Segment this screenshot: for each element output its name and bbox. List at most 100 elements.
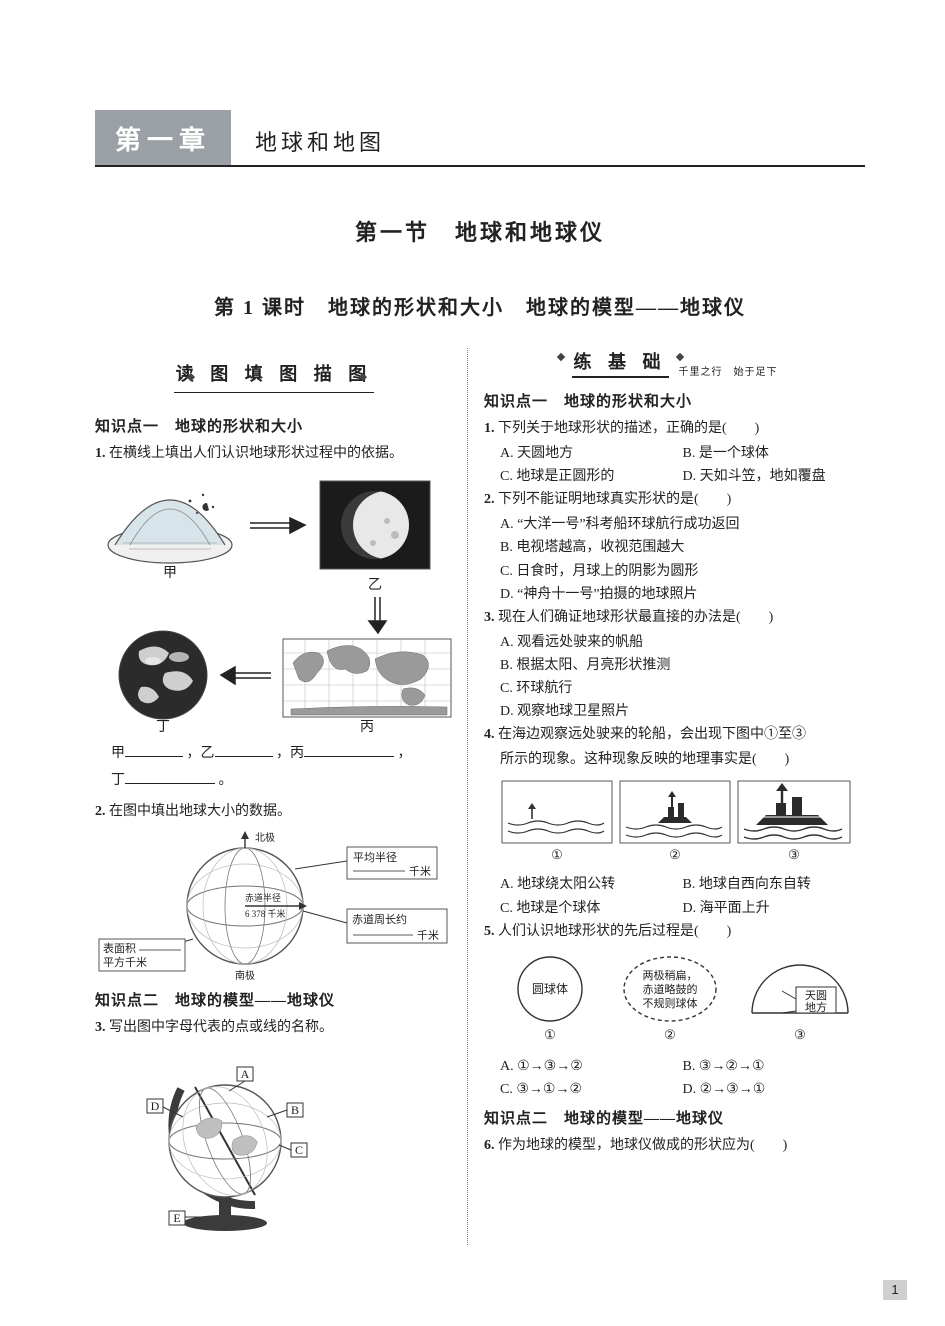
right-q5: 5. 人们认识地球形状的先后过程是( )	[484, 920, 865, 943]
svg-text:①: ①	[551, 847, 563, 862]
q-number: 3.	[95, 1020, 106, 1035]
opt-b[interactable]: B. 是一个球体	[683, 442, 866, 465]
left-subhead: 读 图 填 图 描 图	[95, 360, 453, 393]
left-q1: 1. 在横线上填出人们认识地球形状过程中的依据。	[95, 442, 453, 465]
prefix-jia: 甲	[111, 746, 125, 761]
svg-text:两极稍扁，: 两极稍扁，	[643, 968, 698, 982]
opt-a[interactable]: A. ①→③→②	[500, 1055, 683, 1078]
prefix-yi: ，乙	[187, 746, 215, 761]
q5-options: A. ①→③→② B. ③→②→① C. ③→①→② D. ②→③→①	[484, 1055, 865, 1101]
opt-c[interactable]: C. 日食时，月球上的阴影为圆形	[500, 560, 865, 583]
label-ding: 丁	[156, 720, 170, 733]
svg-text:天圆: 天圆	[805, 989, 827, 1002]
q-stem-line2: 所示的现象。这种现象反映的地理事实是( )	[500, 752, 789, 767]
label-avg-radius: 平均半径	[353, 850, 397, 864]
kp1-right: 知识点一 地球的形状和大小	[484, 390, 865, 411]
svg-text:③: ③	[794, 1027, 806, 1042]
right-q3: 3. 现在人们确证地球形状最直接的办法是( )	[484, 606, 865, 629]
left-column: 读 图 填 图 描 图 知识点一 地球的形状和大小 1. 在横线上填出人们认识地…	[95, 348, 467, 1245]
right-q1: 1. 下列关于地球形状的描述，正确的是( )	[484, 417, 865, 440]
label-km-1: 千米	[409, 865, 431, 878]
opt-d[interactable]: D. ②→③→①	[683, 1078, 866, 1101]
q-stem: 下列关于地球形状的描述，正确的是( )	[498, 421, 759, 436]
opt-a[interactable]: A. “大洋一号”科考船环球航行成功返回	[500, 513, 865, 536]
figure-earth-size: 北极 南极 赤道半径 6 378 千米 平均半径 千米 赤道	[95, 831, 453, 981]
svg-text:B: B	[291, 1103, 299, 1117]
right-subhead: 练 基 础	[572, 348, 669, 378]
blank[interactable]	[215, 743, 273, 757]
chapter-title: 地球和地图	[255, 125, 385, 165]
figure-ships: ① ②	[484, 779, 865, 865]
right-column: 练 基 础 千里之行 始于足下 知识点一 地球的形状和大小 1. 下列关于地球形…	[467, 348, 865, 1245]
q-number: 6.	[484, 1138, 495, 1153]
svg-text:③: ③	[788, 847, 800, 862]
blank[interactable]	[304, 743, 394, 757]
q-number: 2.	[484, 492, 495, 507]
prefix-ding: 丁	[111, 773, 125, 788]
label-eq-val: 6 378 千米	[245, 908, 286, 919]
figure-shape-sequence: 甲 乙	[95, 473, 453, 733]
svg-text:赤道略鼓的: 赤道略鼓的	[643, 982, 698, 996]
left-subhead-text: 读 图 填 图 描 图	[176, 364, 373, 384]
left-q2: 2. 在图中填出地球大小的数据。	[95, 800, 453, 823]
svg-text:①: ①	[544, 1027, 556, 1042]
opt-a[interactable]: A. 天圆地方	[500, 442, 683, 465]
q2-options: A. “大洋一号”科考船环球航行成功返回 B. 电视塔越高，收视范围越大 C. …	[484, 513, 865, 605]
q-stem: 人们认识地球形状的先后过程是( )	[498, 924, 731, 939]
opt-b[interactable]: B. ③→②→①	[683, 1055, 866, 1078]
kp2-left: 知识点二 地球的模型——地球仪	[95, 989, 453, 1010]
q-number: 1.	[484, 421, 495, 436]
opt-d[interactable]: D. “神舟十一号”拍摄的地球照片	[500, 583, 865, 606]
q-stem: 在图中填出地球大小的数据。	[109, 804, 291, 819]
svg-text:②: ②	[664, 1027, 676, 1042]
svg-text:地方: 地方	[805, 1000, 827, 1014]
svg-text:不规则球体: 不规则球体	[643, 996, 698, 1010]
svg-text:D: D	[151, 1099, 160, 1113]
label-yi: 乙	[368, 577, 382, 593]
label-eq-radius: 赤道半径	[245, 892, 281, 903]
opt-d[interactable]: D. 观察地球卫星照片	[500, 700, 865, 723]
opt-c[interactable]: C. 地球是正圆形的	[500, 465, 683, 488]
opt-a[interactable]: A. 地球绕太阳公转	[500, 873, 683, 896]
opt-d[interactable]: D. 天如斗笠，地如覆盘	[683, 465, 866, 488]
right-q2: 2. 下列不能证明地球真实形状的是( )	[484, 488, 865, 511]
label-surface: 表面积	[103, 941, 136, 955]
svg-text:圆球体: 圆球体	[532, 982, 568, 996]
opt-b[interactable]: B. 电视塔越高，收视范围越大	[500, 536, 865, 559]
label-sqkm: 平方千米	[103, 955, 147, 969]
q-stem: 现在人们确证地球形状最直接的办法是( )	[498, 610, 773, 625]
svg-text:A: A	[241, 1067, 250, 1081]
page-number: 1	[883, 1280, 907, 1300]
section-title: 第一节 地球和地球仪	[95, 215, 865, 247]
period: 。	[219, 773, 233, 788]
right-q6: 6. 作为地球的模型，地球仪做成的形状应为( )	[484, 1134, 865, 1157]
blank[interactable]	[125, 743, 183, 757]
opt-c[interactable]: C. 地球是个球体	[500, 897, 683, 920]
right-q4-line2: 所示的现象。这种现象反映的地理事实是( )	[484, 748, 865, 771]
opt-b[interactable]: B. 根据太阳、月亮形状推测	[500, 654, 865, 677]
svg-text:E: E	[173, 1211, 180, 1225]
opt-a[interactable]: A. 观看远处驶来的帆船	[500, 631, 865, 654]
q-number: 2.	[95, 804, 106, 819]
label-eq-circ: 赤道周长约	[352, 912, 407, 926]
q-stem: 下列不能证明地球真实形状的是( )	[498, 492, 731, 507]
opt-b[interactable]: B. 地球自西向东自转	[683, 873, 866, 896]
opt-d[interactable]: D. 海平面上升	[683, 897, 866, 920]
opt-c[interactable]: C. ③→①→②	[500, 1078, 683, 1101]
comma: ，	[398, 746, 412, 761]
q-number: 3.	[484, 610, 495, 625]
fill-blanks-1: 甲 ，乙 ，丙 ， 丁 。	[95, 741, 453, 794]
q-number: 5.	[484, 924, 495, 939]
opt-c[interactable]: C. 环球航行	[500, 677, 865, 700]
q-stem: 在横线上填出人们认识地球形状过程中的依据。	[109, 446, 403, 461]
blank[interactable]	[125, 770, 215, 784]
right-subhead-wrap: 练 基 础 千里之行 始于足下	[484, 348, 865, 378]
q1-options: A. 天圆地方 B. 是一个球体 C. 地球是正圆形的 D. 天如斗笠，地如覆盘	[484, 442, 865, 488]
label-jia: 甲	[163, 566, 177, 581]
svg-text:②: ②	[669, 847, 681, 862]
q-stem-line1: 在海边观察远处驶来的轮船，会出现下图中①至③	[498, 727, 806, 742]
q-number: 4.	[484, 727, 495, 742]
q4-options: A. 地球绕太阳公转 B. 地球自西向东自转 C. 地球是个球体 D. 海平面上…	[484, 873, 865, 919]
svg-text:C: C	[295, 1143, 303, 1157]
q-number: 1.	[95, 446, 106, 461]
